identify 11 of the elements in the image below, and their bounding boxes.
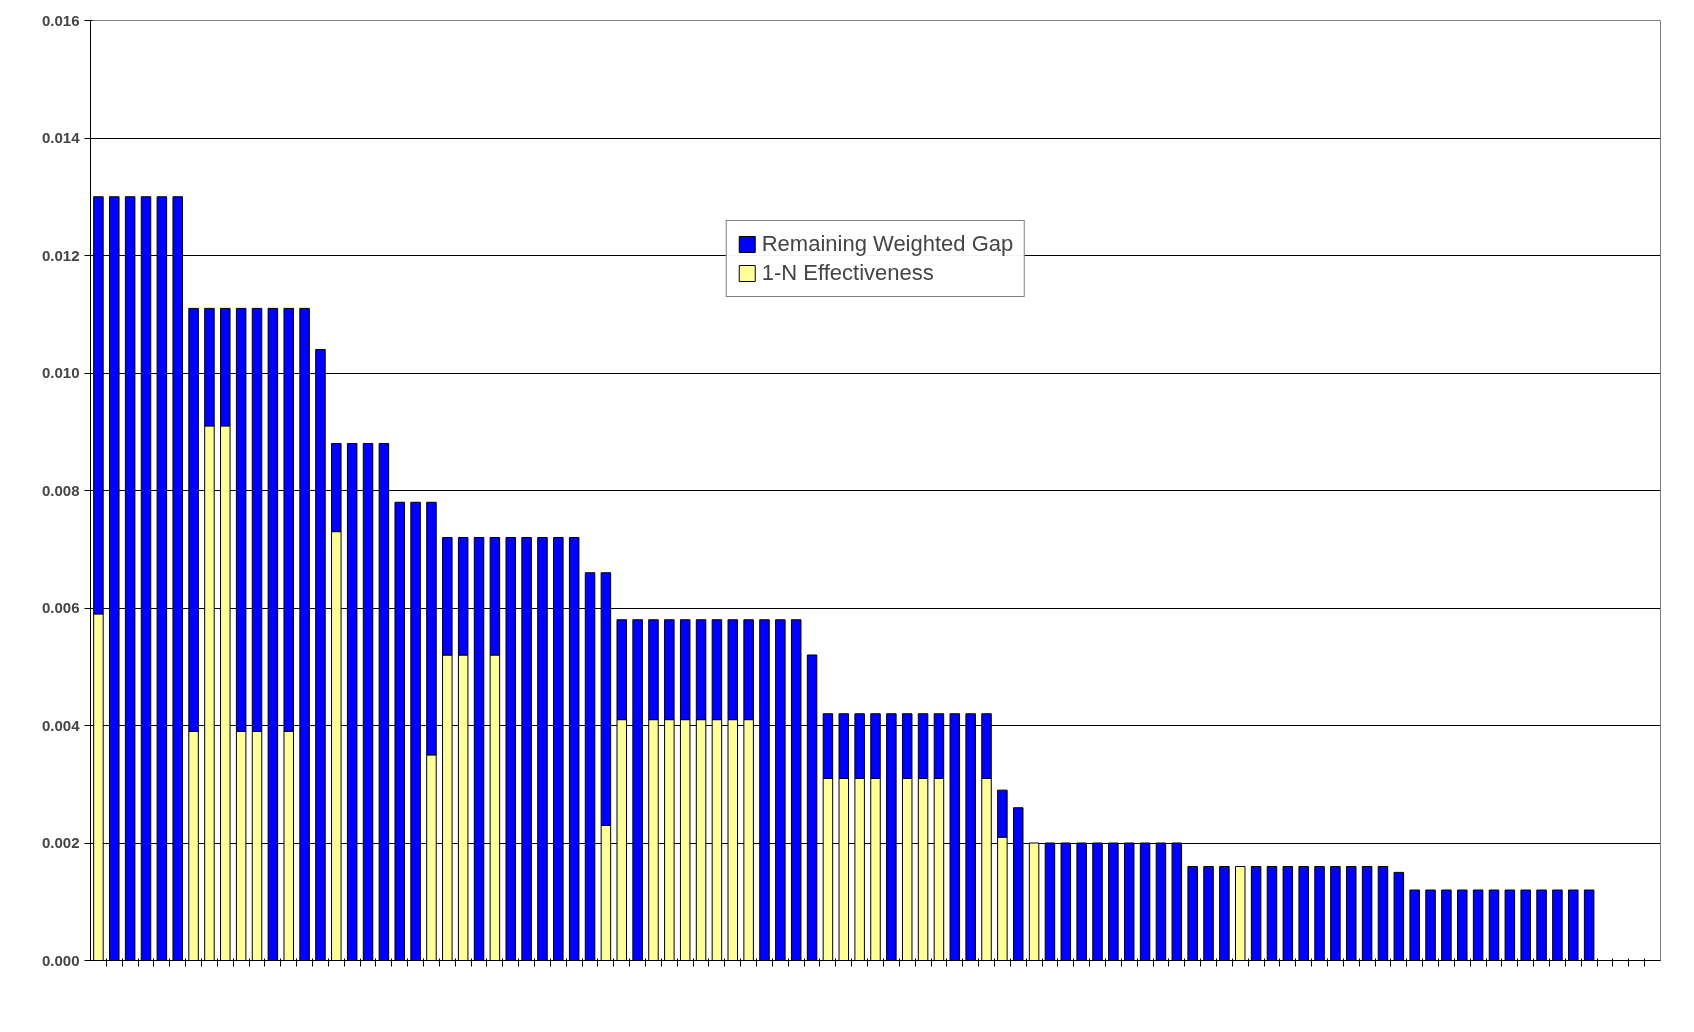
y-tick-label: 0.016 bbox=[41, 11, 80, 29]
legend-label: Remaining Weighted Gap bbox=[761, 231, 1014, 257]
y-tick-label: 0.000 bbox=[41, 951, 80, 969]
y-tick-label: 0.008 bbox=[41, 481, 80, 499]
y-tick-label: 0.014 bbox=[41, 129, 81, 146]
y-tick-label: 0.010 bbox=[41, 364, 80, 381]
y-tick-label: 0.012 bbox=[41, 246, 80, 264]
y-tick-label: 0.006 bbox=[41, 599, 80, 616]
legend-label: 1-N Effectiveness bbox=[761, 260, 934, 286]
y-tick-label: 0.002 bbox=[41, 834, 80, 851]
y-tick-label: 0.004 bbox=[41, 716, 81, 734]
